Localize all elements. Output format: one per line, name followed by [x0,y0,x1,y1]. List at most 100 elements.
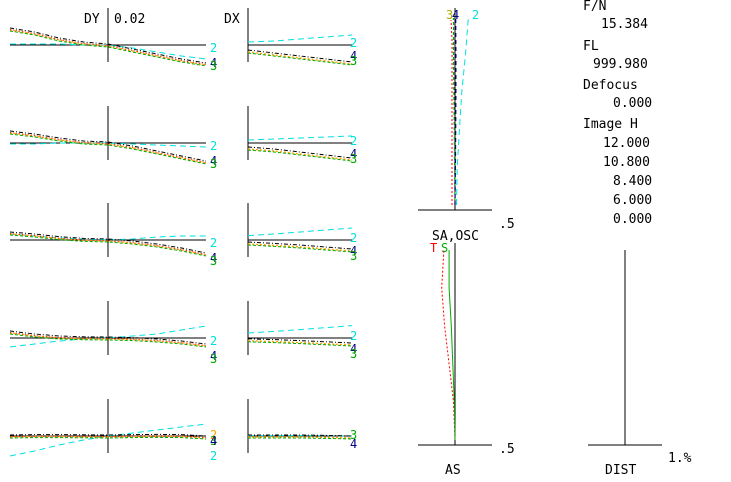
dy-curve-wl2 [10,142,207,148]
dy-curve-wl3 [9,234,207,257]
lens-info-block: F/N 15.384 FL 999.980 Defocus 0.000 Imag… [583,0,652,227]
dy-curve-label-2: 2 [210,236,217,250]
as-label-t: T [430,241,437,255]
dy-curve-wl1 [9,132,207,163]
as-title: AS [445,463,461,478]
dx-curve-wl3 [247,149,353,162]
dx-curve-label-2: 2 [350,134,357,148]
aberration-curves [441,17,626,441]
curve-S [448,250,456,441]
dy-curve-wl5 [9,233,207,256]
dx-axis-label: DX [224,12,240,27]
dx-curve-label-4: 4 [350,49,357,63]
dy-curve-wl5 [9,435,207,439]
curve-3 [452,18,456,206]
image-h-label: Image H [583,117,638,132]
dx-curve-wl3 [247,244,353,253]
ray-fan-plots [9,8,353,457]
as-scale-label: .5 [499,442,515,457]
dy-curve-label-3: 3 [210,59,217,73]
dy-curve-wl2 [10,43,207,60]
dy-curve-wl4 [9,231,207,254]
dy-curve-wl5 [9,332,207,347]
dy-curve-wl4 [9,27,207,64]
dy-curve-label-4: 4 [210,154,217,168]
dx-curve-wl4 [248,434,353,437]
dy-curve-wl5 [9,132,207,164]
dx-curve-label-4: 4 [350,244,357,258]
image-h-value-5: 0.000 [613,212,652,227]
dx-curve-wl2 [247,135,353,141]
dy-curve-label-2: 2 [210,334,217,348]
ray-fan-row-4 [9,301,353,355]
dy-curve-wl3 [9,133,207,165]
dy-curve-label-4: 4 [210,56,217,70]
image-h-value-4: 6.000 [613,193,652,208]
dx-curve-label-2: 2 [350,329,357,343]
dx-curve-wl3 [248,437,353,440]
dy-curve-label-4: 4 [210,434,217,448]
defocus-value: 0.000 [613,96,652,111]
sa-curve-wl1 [450,19,453,205]
dx-curve-wl5 [248,436,353,439]
dx-curve-wl2 [247,325,353,334]
dx-curve-wl5 [247,243,353,252]
defocus-label: Defocus [583,78,638,93]
dy-curve-wl1 [9,29,207,65]
dy-curve-wl2 [9,325,207,348]
dy-curve-label-3: 3 [210,434,217,448]
astigmatism-panel: T S .5 AS [418,241,515,478]
dx-curve-label-4: 4 [350,342,357,356]
dx-curve-label-3: 3 [350,152,357,166]
dy-curve-label-2: 2 [210,449,217,463]
sa-title: SA,OSC [432,229,479,244]
dy-curve-label-3: 3 [210,157,217,171]
ray-fan-row-5 [9,399,353,457]
dx-curve-label-3: 3 [350,54,357,68]
sa-scale-label: .5 [499,217,515,232]
dx-curve-label-3: 3 [350,428,357,442]
dx-curve-label-4: 4 [350,147,357,161]
sa-top-label-2: 2 [472,8,479,22]
dx-curve-wl5 [247,51,353,65]
dy-curve-label-2: 2 [210,41,217,55]
sa-top-label-4: 4 [452,8,459,22]
dy-curve-label-3: 3 [210,254,217,268]
fl-value: 999.980 [593,57,648,72]
dx-curve-wl5 [247,148,353,161]
curve-2 [456,17,469,206]
dy-curve-wl3 [9,30,207,67]
curve-T [441,249,456,441]
ray-fan-row-3 [9,203,353,257]
dx-curve-wl3 [247,52,353,66]
sa-top-label-3: 3 [446,8,453,22]
dy-curve-wl3 [9,436,207,440]
dy-curve-wl4 [9,130,207,162]
ray-fan-row-1 [9,8,353,67]
image-h-value-3: 8.400 [613,174,652,189]
dy-curve-label-2: 2 [210,139,217,153]
dx-curve-label-2: 2 [350,231,357,245]
dy-curve-wl4 [9,330,207,345]
dy-curve-wl3 [9,333,207,348]
dx-curve-wl5 [247,340,353,346]
ray-fan-row-2 [9,106,353,165]
dy-curve-wl5 [9,29,207,66]
dx-curve-label-3: 3 [350,347,357,361]
dy-curve-wl2 [9,423,207,457]
dist-title: DIST [605,463,636,478]
dist-scale-label: 1.% [668,451,692,466]
fl-label: FL [583,39,599,54]
dx-curve-label-4: 4 [350,437,357,451]
dy-scale-label: 0.02 [114,12,145,27]
image-h-value-1: 12.000 [603,136,650,151]
dy-curve-label-4: 4 [210,251,217,265]
dy-curve-label-2: 2 [210,428,217,442]
dy-curve-label-3: 3 [210,352,217,366]
dx-curve-label-2: 2 [350,36,357,50]
fn-value: 15.384 [601,17,648,32]
image-h-value-2: 10.800 [603,155,650,170]
dx-curve-wl2 [247,227,353,237]
